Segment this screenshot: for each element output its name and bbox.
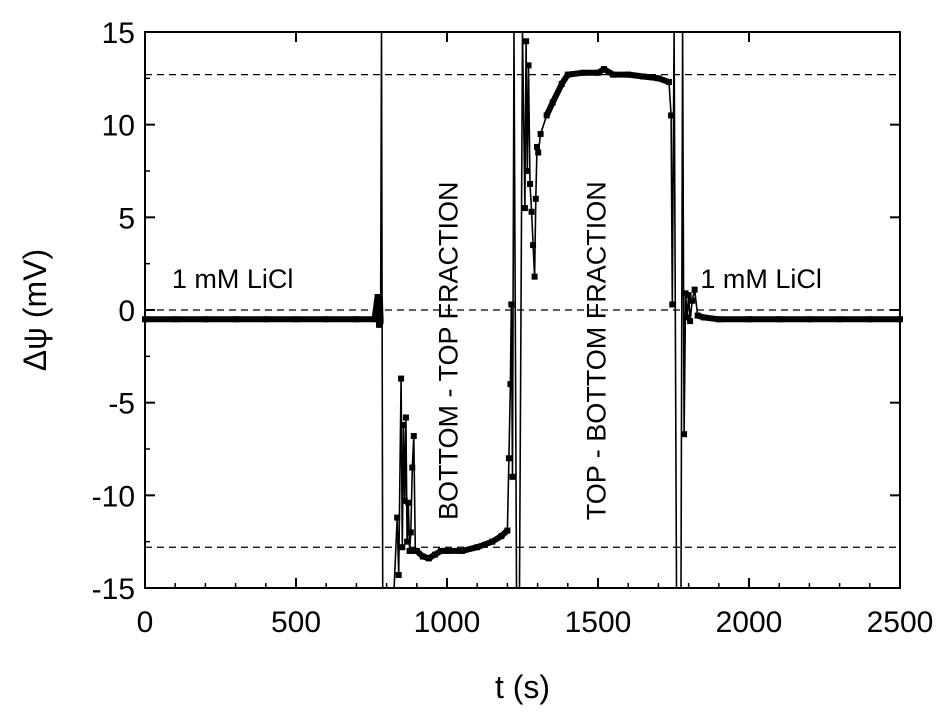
x-tick-label: 0 [137,606,154,639]
y-tick-label: 0 [118,295,135,328]
x-tick-label: 1000 [414,606,481,639]
data-point [406,547,413,554]
data-point [694,312,701,319]
data-point [407,529,414,536]
data-point [668,112,675,119]
data-point [400,421,407,428]
data-point [669,301,676,308]
data-point [685,292,692,299]
data-point [525,62,532,69]
annotations: 1 mM LiCl BOTTOM - TOP FRACTION TOP - BOTT… [172,181,822,520]
data-point [402,414,409,421]
data-point [399,544,406,551]
y-axis-title: Δψ (mV) [17,249,53,371]
data-series [142,31,903,589]
data-point [521,205,528,212]
y-tick-label: -5 [108,388,135,421]
data-point [543,112,550,119]
data-point [532,195,539,202]
x-tick-label: 2000 [716,606,783,639]
data-point [398,375,405,382]
annotation-label: TOP - BOTTOM FRACTION [582,181,612,520]
data-point [689,297,696,304]
data-point [404,538,411,545]
annotation-label: 1 mM LiCl [172,264,294,294]
x-axis-title: t (s) [495,669,550,705]
data-point [687,318,694,325]
data-point [691,286,698,293]
data-point [681,431,688,438]
y-tick-label: 10 [102,110,135,143]
series-dense-segment [543,66,670,117]
y-axis: -15 -10 -5 0 5 10 15 [92,17,900,606]
y-tick-label: 5 [118,202,135,235]
data-point [409,464,416,471]
x-tick-label: 1500 [565,606,632,639]
data-point [523,38,530,45]
y-tick-label: 15 [102,17,135,50]
data-point [533,143,540,150]
data-point [508,301,515,308]
data-point [507,381,514,388]
y-tick-label: -15 [92,573,135,606]
data-point [535,149,542,156]
data-point [527,180,534,187]
x-tick-label: 2500 [867,606,934,639]
data-point [524,168,531,174]
data-point [530,242,537,249]
annotation-label: 1 mM LiCl [700,264,822,294]
data-point [395,572,402,579]
data-point [528,208,535,215]
data-point [505,455,512,462]
series-dense-segment [145,294,384,328]
data-point [531,273,538,280]
data-point [405,499,412,506]
series-dense-segment [413,528,510,562]
x-axis: 0 500 1000 1500 2000 2500 [137,32,934,639]
series-dense-segment [696,312,900,323]
plot-area: 1 mM LiCl BOTTOM - TOP FRACTION TOP - BOTT… [142,31,903,589]
data-point [537,130,544,137]
data-point [410,433,417,440]
data-point [401,497,408,504]
x-tick-label: 500 [271,606,321,639]
data-point [682,290,689,297]
data-point [394,514,401,521]
data-point [684,314,691,321]
data-point [509,473,516,480]
annotation-label: BOTTOM - TOP FRACTION [434,182,464,521]
series-line [145,31,900,589]
y-tick-label: -10 [92,480,135,513]
